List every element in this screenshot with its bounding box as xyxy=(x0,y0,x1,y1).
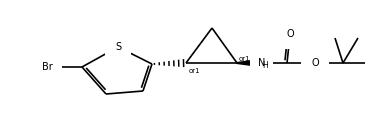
Text: or1: or1 xyxy=(189,68,201,74)
Text: H: H xyxy=(262,61,268,71)
Text: O: O xyxy=(311,58,319,68)
Text: or1: or1 xyxy=(239,56,251,62)
Polygon shape xyxy=(237,60,258,66)
Text: Br: Br xyxy=(42,62,52,72)
Text: O: O xyxy=(286,29,294,39)
Text: N: N xyxy=(258,58,265,68)
Text: S: S xyxy=(115,42,121,52)
